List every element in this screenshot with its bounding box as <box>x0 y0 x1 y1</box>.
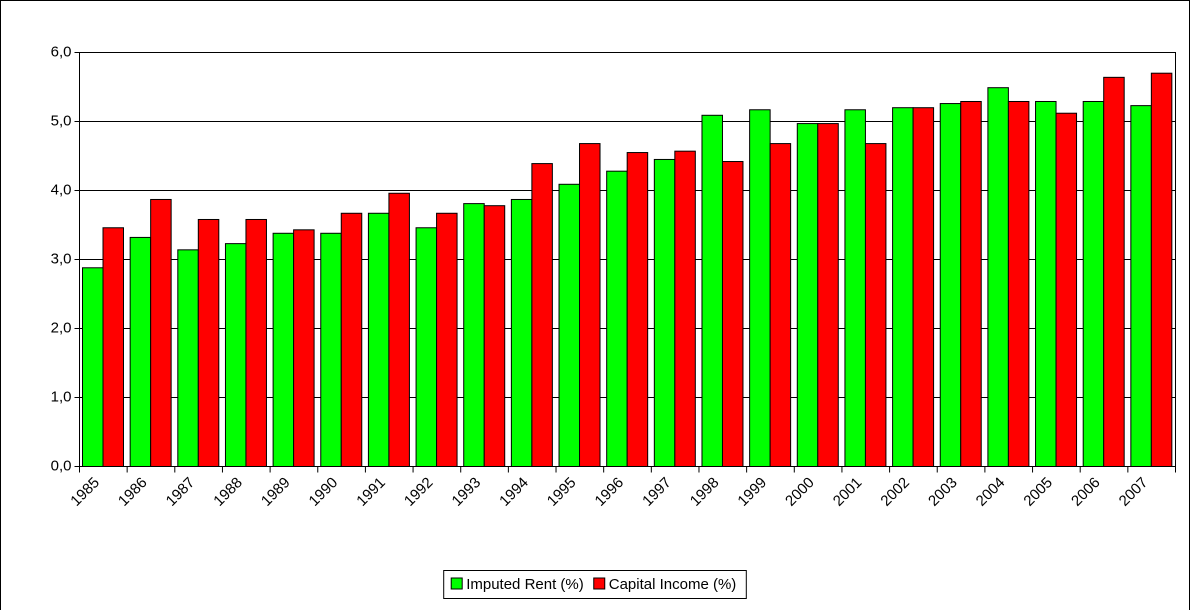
y-tick-label: 5,0 <box>51 112 72 129</box>
legend-swatch <box>450 577 463 590</box>
y-tick-label: 6,0 <box>51 43 72 60</box>
bar <box>224 243 247 467</box>
y-tick-label: 2,0 <box>51 319 72 336</box>
bar <box>272 232 295 467</box>
bar <box>960 100 982 468</box>
legend-swatch <box>593 577 606 590</box>
bar <box>749 109 771 468</box>
x-tick-label: 1991 <box>353 474 389 510</box>
x-tick-label: 1998 <box>687 474 723 510</box>
bar <box>769 143 792 468</box>
legend: Imputed Rent (%) Capital Income (%) <box>443 570 747 599</box>
bar <box>844 109 866 468</box>
bar <box>1150 72 1173 467</box>
bar <box>674 150 696 467</box>
bar <box>892 107 914 467</box>
x-tick-label: 2005 <box>1020 474 1056 510</box>
bar <box>701 114 723 467</box>
bar <box>1007 100 1030 468</box>
bar <box>579 143 601 468</box>
y-tick-label: 3,0 <box>51 250 72 267</box>
y-tick-label: 0,0 <box>51 457 72 474</box>
bar <box>987 87 1009 467</box>
bar <box>102 227 124 467</box>
legend-label: Capital Income (%) <box>609 576 737 593</box>
bar <box>558 183 581 467</box>
x-tick-label: 1989 <box>258 474 294 510</box>
x-tick-label: 1994 <box>496 474 532 510</box>
x-tick-label: 1985 <box>67 474 103 510</box>
bar <box>82 267 104 467</box>
y-tick-label: 4,0 <box>51 181 72 198</box>
bar <box>463 203 485 468</box>
bar <box>415 227 438 467</box>
x-tick-label: 1999 <box>734 474 770 510</box>
bar <box>483 205 506 467</box>
bar <box>1035 100 1057 468</box>
bar <box>340 212 363 467</box>
bar <box>531 163 553 467</box>
x-tick-label: 2003 <box>925 474 961 510</box>
x-tick-label: 2004 <box>973 474 1009 510</box>
x-tick-label: 1987 <box>163 474 199 510</box>
bar <box>1082 100 1105 468</box>
x-tick-label: 2001 <box>830 474 866 510</box>
bar <box>1103 76 1125 467</box>
bar <box>388 192 410 467</box>
x-tick-label: 1995 <box>544 474 580 510</box>
bar <box>293 229 315 467</box>
x-tick-label: 2002 <box>877 474 913 510</box>
x-tick-label: 1990 <box>306 474 342 510</box>
x-tick-label: 1992 <box>401 474 437 510</box>
bar <box>626 152 649 468</box>
bar <box>150 198 172 467</box>
bar <box>1055 112 1078 467</box>
bar <box>721 161 744 468</box>
bar <box>1130 105 1152 467</box>
bar <box>939 103 962 467</box>
bar <box>864 143 887 468</box>
bar <box>436 212 458 467</box>
x-tick-label: 2000 <box>782 474 818 510</box>
x-tick-label: 1993 <box>449 474 485 510</box>
x-tick-label: 1996 <box>592 474 628 510</box>
bar <box>796 123 819 467</box>
bar <box>653 158 676 467</box>
bar <box>320 232 342 467</box>
bar <box>510 198 533 467</box>
bar <box>197 218 220 467</box>
bar <box>129 236 152 467</box>
x-tick-label: 1997 <box>639 474 675 510</box>
bar <box>912 107 935 467</box>
legend-label: Imputed Rent (%) <box>466 576 584 593</box>
bar <box>245 218 267 467</box>
x-tick-label: 1986 <box>115 474 151 510</box>
x-tick-label: 1988 <box>210 474 246 510</box>
x-tick-label: 2007 <box>1116 474 1152 510</box>
x-tick-label: 2006 <box>1068 474 1104 510</box>
bar <box>606 170 628 467</box>
bar <box>367 212 390 467</box>
y-tick-label: 1,0 <box>51 388 72 405</box>
bar <box>817 123 839 467</box>
bar <box>177 249 199 467</box>
